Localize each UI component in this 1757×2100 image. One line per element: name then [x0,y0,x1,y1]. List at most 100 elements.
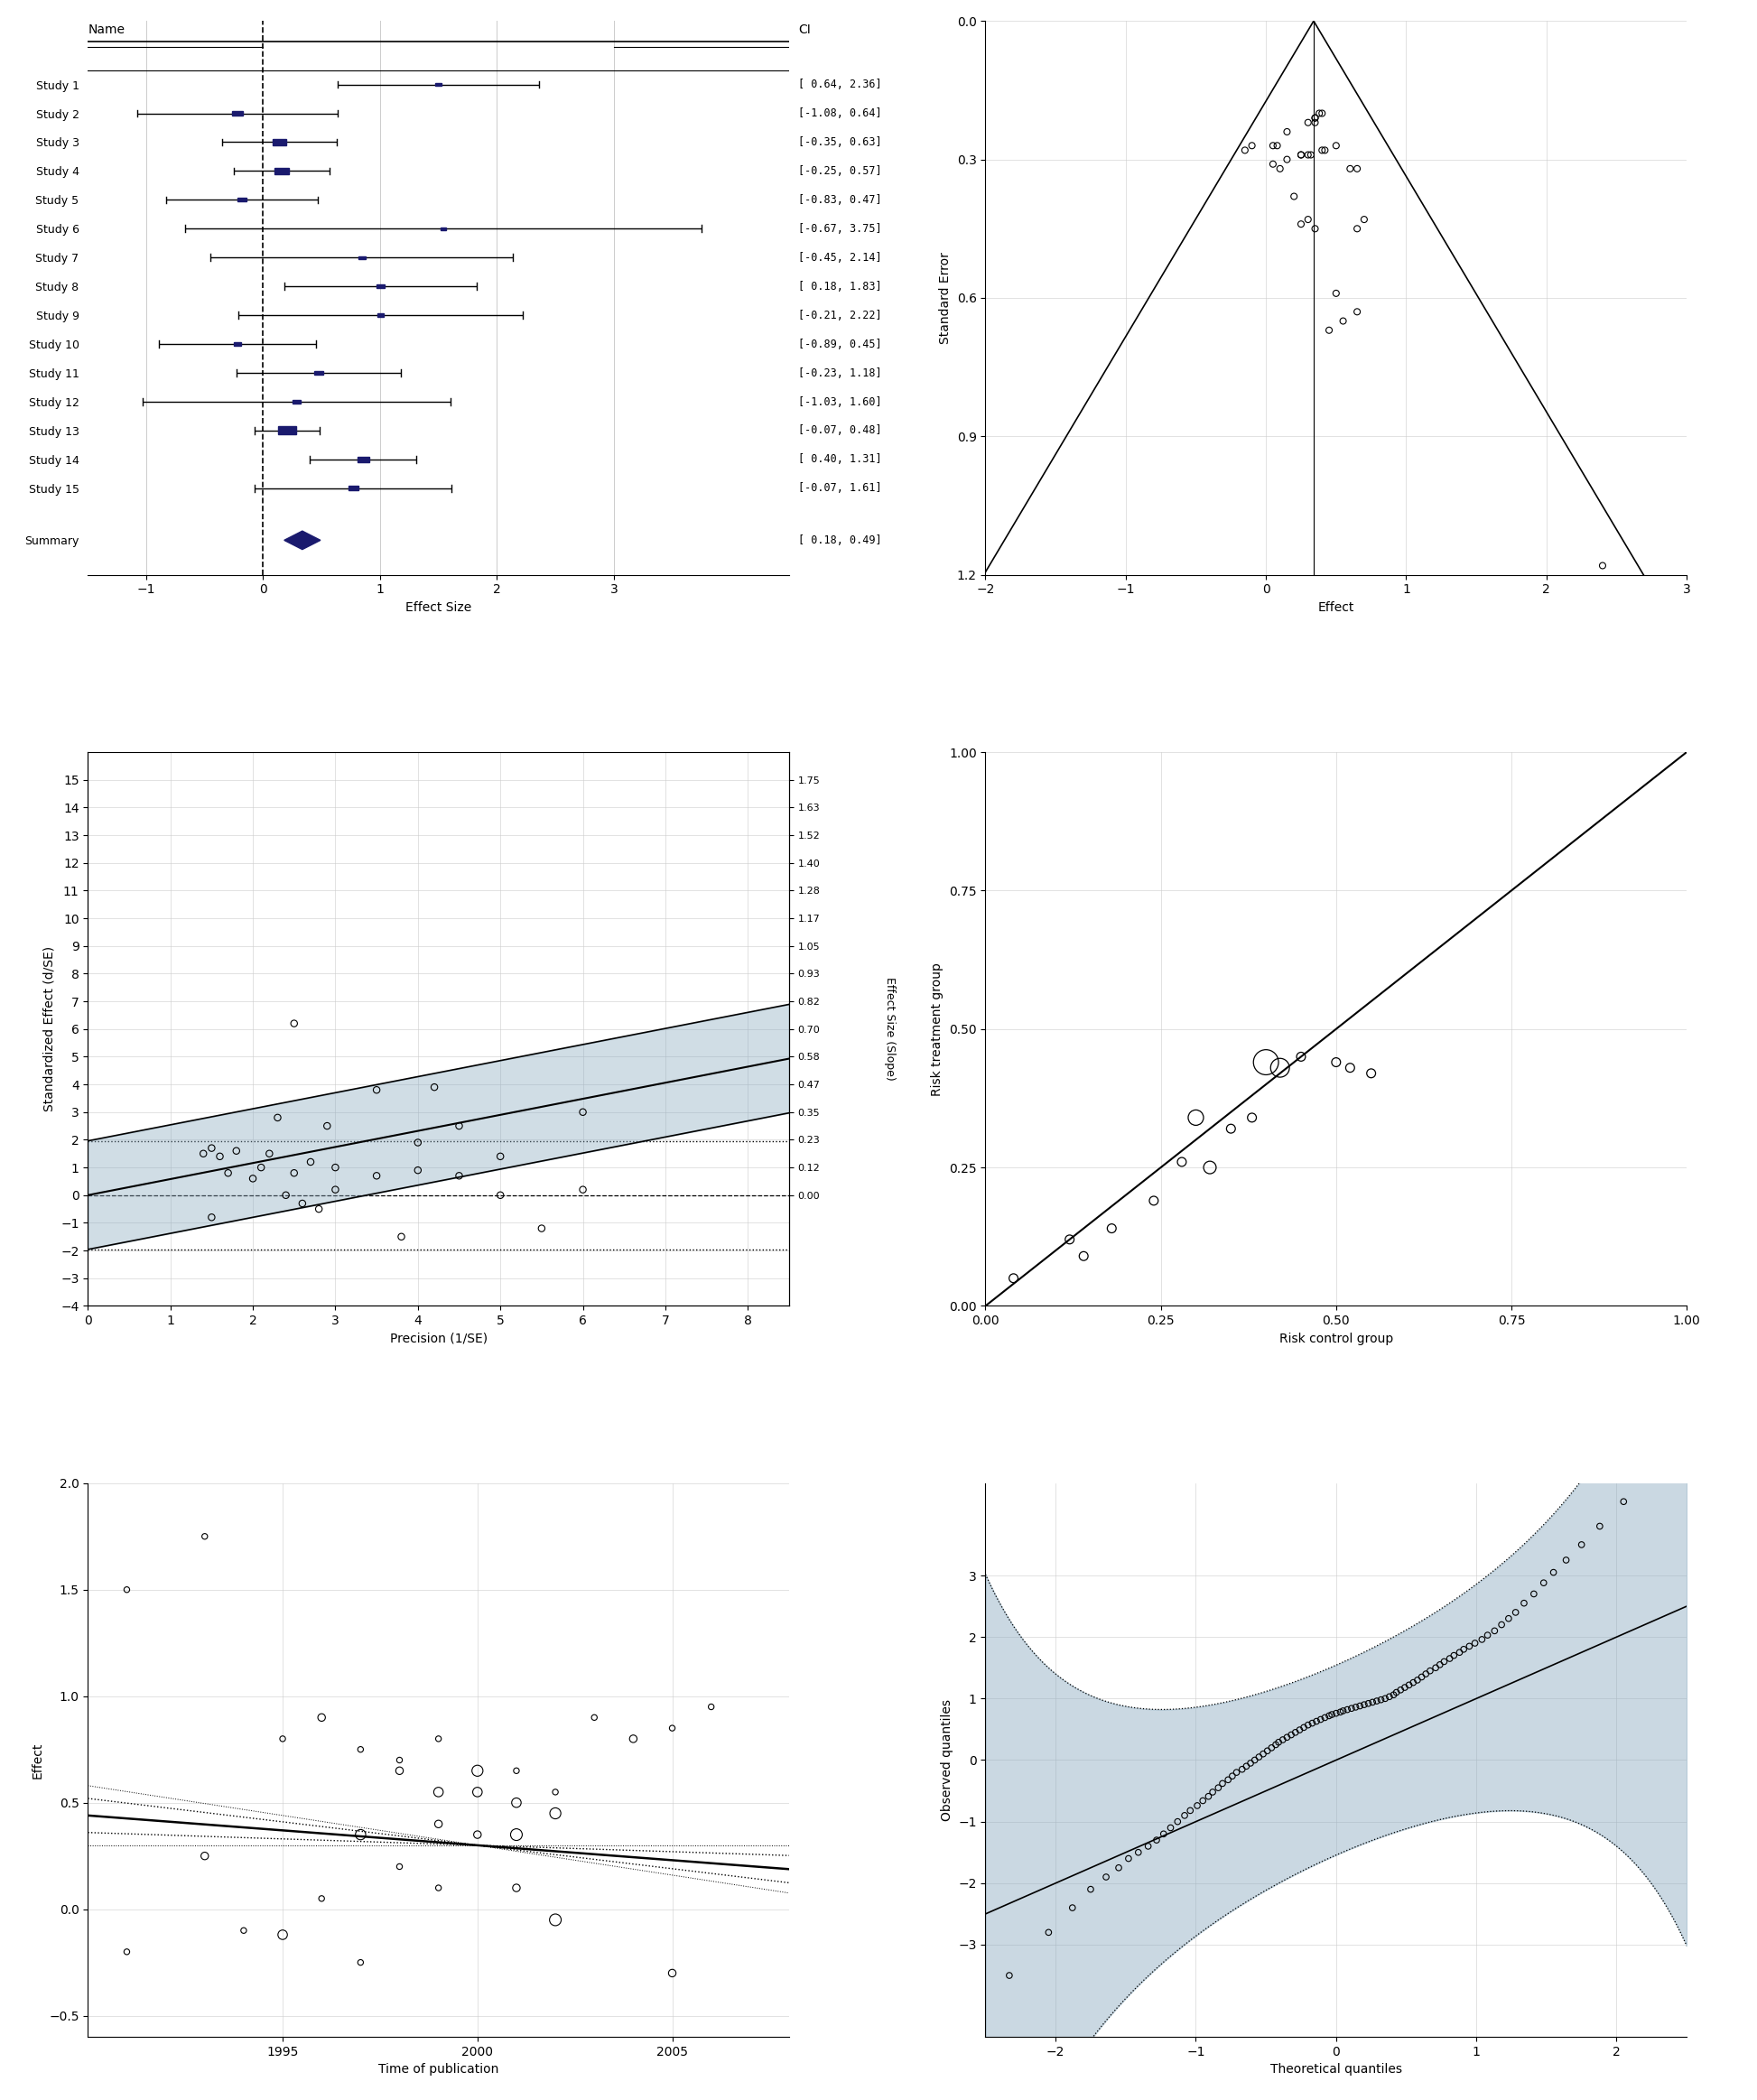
Point [1321,1697,1349,1730]
Point [1298,1707,1327,1741]
Text: [-0.67, 3.75]: [-0.67, 3.75] [798,223,882,235]
Point [1267,151,1295,185]
Point [1258,1730,1286,1764]
X-axis label: Time of publication: Time of publication [378,2064,499,2077]
Point [1195,1779,1223,1812]
Point [223,1134,251,1168]
Point [385,1743,413,1777]
Point [1342,212,1370,246]
Point [1346,1688,1374,1722]
Point [206,1140,234,1174]
Point [1587,1510,1615,1544]
Bar [293,399,300,403]
Point [618,1722,647,1756]
Point [322,1172,350,1205]
Bar [274,168,290,174]
Point [503,1871,531,1905]
Point [1035,1915,1063,1949]
Point [1293,204,1321,237]
Point [698,1690,726,1724]
Point [1286,208,1314,242]
Point [1328,1695,1356,1728]
Point [1260,147,1288,181]
Point [1367,1682,1395,1716]
Point [279,1006,307,1040]
Point [1058,1890,1086,1924]
Point [197,1201,225,1235]
Point [1269,1722,1297,1756]
Point [239,1161,267,1195]
Text: [ 0.40, 1.31]: [ 0.40, 1.31] [798,454,882,466]
Y-axis label: Standard Error: Standard Error [940,252,952,344]
Point [1520,1577,1548,1611]
Point [1495,1602,1523,1636]
Point [1450,1632,1478,1665]
Point [1272,143,1300,176]
Point [362,1159,390,1193]
Point [445,1109,473,1142]
Point [1286,1714,1314,1747]
Point [1197,1151,1225,1184]
Point [1305,97,1334,130]
Text: [-1.03, 1.60]: [-1.03, 1.60] [798,397,882,407]
Point [1260,128,1288,162]
Point [288,1186,316,1220]
Point [1070,1239,1098,1273]
Point [1105,1850,1133,1884]
Point [404,1153,432,1186]
Text: [-0.25, 0.57]: [-0.25, 0.57] [798,166,882,176]
Point [1133,1829,1161,1863]
Point [192,1520,220,1554]
Point [264,1100,292,1134]
Point [297,1144,325,1178]
Point [1168,1144,1197,1178]
Point [1392,1672,1420,1705]
Bar [234,342,241,346]
Text: [-1.08, 0.64]: [-1.08, 0.64] [798,107,882,120]
X-axis label: Risk control group: Risk control group [1279,1331,1393,1344]
Point [269,1722,297,1756]
Point [1386,1674,1414,1707]
Point [1300,105,1328,139]
Text: [ 0.18, 0.49]: [ 0.18, 0.49] [798,533,882,546]
Point [994,1959,1023,1993]
Point [304,1193,332,1226]
Point [1300,212,1328,246]
Point [420,1071,448,1105]
X-axis label: Theoretical quantiles: Theoretical quantiles [1270,2064,1402,2077]
X-axis label: Effect Size: Effect Size [406,601,471,613]
Point [1321,1046,1349,1079]
Point [1293,105,1321,139]
Point [385,1850,413,1884]
Point [1000,1262,1028,1296]
Point [503,1753,531,1787]
Point [1281,1716,1309,1749]
Y-axis label: Effect Size (Slope): Effect Size (Slope) [884,977,896,1082]
Point [1124,1835,1153,1869]
Text: [-0.35, 0.63]: [-0.35, 0.63] [798,136,882,147]
Point [1240,1743,1269,1777]
Point [190,1136,218,1170]
Point [1314,1699,1342,1732]
Point [1455,1630,1483,1663]
Point [1648,1460,1676,1493]
Point [1321,277,1349,311]
Point [272,1178,300,1212]
Point [1300,101,1328,134]
Bar [278,426,297,435]
Bar [272,139,286,145]
Y-axis label: Observed quantiles: Observed quantiles [940,1699,952,1821]
Point [1249,1737,1277,1770]
Point [1170,1800,1198,1833]
Point [1307,97,1335,130]
Point [1355,1686,1383,1720]
Point [1539,1556,1567,1590]
Point [1093,1861,1121,1894]
Point [425,1871,453,1905]
Text: [-0.21, 2.22]: [-0.21, 2.22] [798,309,882,321]
Point [1237,1747,1265,1781]
Bar [436,84,441,86]
Point [385,1753,413,1787]
Point [346,1732,374,1766]
Point [569,1172,597,1205]
